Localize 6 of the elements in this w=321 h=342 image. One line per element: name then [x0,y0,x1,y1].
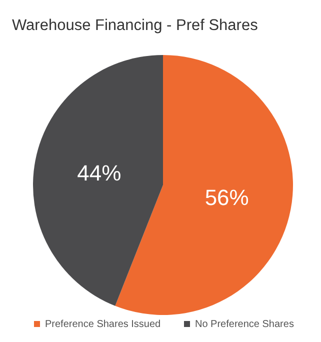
pie-slice [33,55,163,306]
data-label: 44% [77,160,122,186]
chart-title: Warehouse Financing - Pref Shares [12,17,258,34]
legend-label: No Preference Shares [195,319,294,330]
legend-label: Preference Shares Issued [45,319,161,330]
data-label: 56% [204,184,249,210]
